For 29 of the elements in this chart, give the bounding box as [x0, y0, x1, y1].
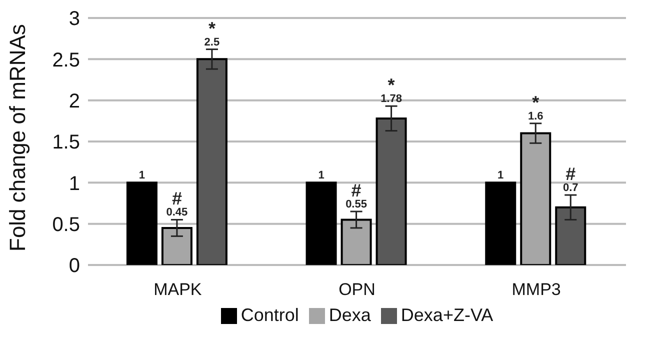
annotation: *: [208, 18, 216, 38]
data-label: 1.78: [380, 93, 402, 106]
x-tick-label: MAPK: [154, 280, 202, 300]
y-tick-label: 0.5: [52, 214, 80, 236]
data-label: 2.5: [204, 36, 220, 48]
legend-label: Dexa+Z-VA: [400, 305, 494, 325]
x-tick-label: MMP3: [512, 280, 561, 300]
y-tick-label: 1.5: [52, 132, 80, 154]
data-label: 0.55: [346, 198, 367, 210]
annotation: *: [532, 92, 540, 112]
y-tick-label: 2.5: [52, 49, 80, 72]
y-tick-label: 2: [68, 90, 80, 112]
x-tick-label: OPN: [338, 280, 376, 300]
data-label: 1.6: [528, 110, 544, 122]
data-label: 0.45: [166, 206, 188, 219]
annotation: *: [388, 75, 395, 96]
y-axis-title: Fold change of mRNAs: [4, 24, 30, 252]
data-label: 1: [138, 170, 146, 182]
data-label: 1: [318, 170, 324, 182]
annotation: #: [566, 164, 576, 184]
data-label: 1: [498, 170, 504, 182]
annotation: #: [172, 188, 182, 209]
annotation: #: [351, 180, 362, 200]
data-label: 0.7: [562, 182, 578, 194]
legend-label: Control: [240, 305, 299, 325]
y-tick-label: 1: [68, 172, 80, 195]
y-tick-label: 0: [68, 255, 80, 278]
y-tick-label: 3: [68, 8, 80, 30]
legend-label: Dexa: [328, 305, 371, 325]
